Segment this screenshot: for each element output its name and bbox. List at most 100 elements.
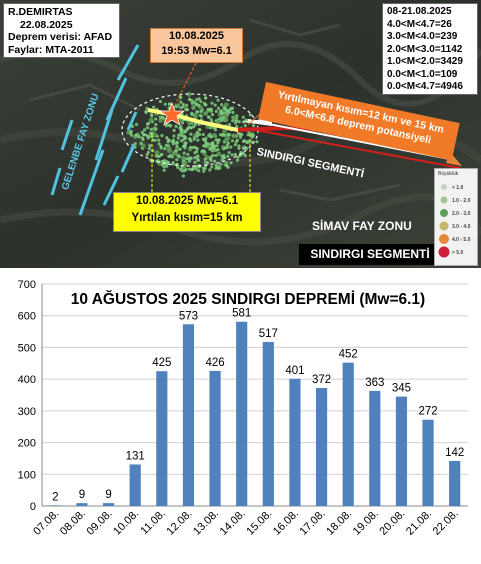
aftershock-dot: [201, 166, 205, 170]
aftershock-dot: [160, 134, 164, 138]
aftershock-dot: [148, 144, 152, 148]
aftershock-dot: [189, 132, 193, 136]
daily-counts-chart: 0 100 200 300 400 500 600 700 2 9 9 131 425 573 426 58…: [0, 268, 481, 559]
aftershock-dot: [179, 131, 183, 135]
aftershock-dot: [203, 111, 208, 116]
legend-swatch: [438, 246, 450, 258]
bar: [369, 390, 381, 506]
aftershock-dot: [216, 165, 220, 169]
aftershock-dot: [235, 119, 239, 123]
aftershock-dot: [186, 157, 190, 161]
aftershock-dot: [134, 133, 138, 137]
aftershock-dot: [227, 122, 232, 127]
aftershock-dot: [182, 161, 188, 167]
aftershock-dot: [210, 113, 215, 117]
y-tick-label: 700: [18, 279, 36, 291]
bar-value-label: 2: [52, 491, 58, 503]
aftershock-dot: [157, 138, 161, 142]
aftershock-dot: [180, 139, 184, 143]
aftershock-dot: [216, 106, 221, 110]
aftershock-dot: [145, 133, 149, 138]
aftershock-dot: [209, 118, 213, 122]
aftershock-dot: [203, 157, 207, 161]
data-source-text: Deprem verisi: AFAD: [8, 31, 113, 43]
aftershock-dot: [185, 108, 189, 112]
aftershock-dot: [194, 164, 198, 169]
aftershock-dot: [237, 144, 241, 148]
bar-value-label: 581: [232, 308, 251, 320]
magnitude-legend: Büyüklük < 1.0 1.0 - 2.0 2.0 - 3.0 3.0 - 4.…: [434, 168, 478, 266]
aftershock-dot: [129, 133, 133, 137]
epicenter-map: R.DEMIRTAS 22.08.2025 Deprem verisi: AFA…: [0, 0, 481, 268]
aftershock-dot: [213, 159, 217, 163]
aftershock-dot: [175, 140, 179, 144]
aftershock-dot: [223, 117, 229, 123]
aftershock-dot: [202, 149, 206, 153]
aftershock-dot: [246, 133, 250, 137]
aftershock-dot: [179, 100, 183, 104]
aftershock-dot: [146, 150, 150, 154]
rupture-line1: 10.08.2025 Mw=6.1: [136, 195, 238, 207]
legend-label: 4.0 - 5.0: [452, 237, 471, 243]
aftershock-dot: [145, 106, 149, 111]
aftershock-dot: [207, 115, 211, 119]
aftershock-dot: [188, 137, 192, 141]
legend-swatch: [440, 209, 448, 217]
aftershock-dot: [185, 103, 189, 107]
bar-value-label: 363: [365, 377, 384, 389]
aftershock-dot: [225, 108, 229, 112]
aftershock-dot: [233, 152, 237, 157]
bar: [76, 503, 88, 506]
aftershock-dot: [129, 130, 133, 135]
aftershock-dot: [161, 116, 165, 120]
aftershock-dot: [172, 128, 176, 132]
aftershock-dot: [223, 113, 229, 119]
aftershock-dot: [229, 161, 233, 165]
aftershock-dot: [227, 133, 231, 137]
main-shock-label: 10.08.2025 19:53 Mw=6.1: [150, 28, 243, 63]
main-shock-star-icon: [158, 101, 186, 126]
aftershock-dot: [193, 160, 197, 164]
aftershock-dot: [216, 98, 220, 102]
y-tick-label: 0: [30, 501, 36, 513]
aftershock-dot: [184, 136, 188, 140]
aftershock-dot: [216, 138, 220, 142]
y-tick-label: 400: [18, 374, 36, 386]
aftershock-dot: [149, 131, 153, 135]
aftershock-dot: [176, 165, 180, 169]
aftershock-dot: [162, 168, 166, 172]
aftershock-dot: [152, 105, 156, 109]
aftershock-dot: [222, 128, 228, 134]
bar: [262, 342, 274, 506]
aftershock-dot: [195, 134, 199, 138]
rupture-line2: Yırtılan kısım=15 km: [131, 212, 243, 224]
aftershock-dot: [187, 159, 191, 163]
y-axis-ticks: 0 100 200 300 400 500 600 700: [18, 279, 36, 513]
magnitude-stats-box: 08-21.08.2025 4.0<M<4.7=26 3.0<M<4.0=239…: [382, 3, 478, 95]
legend-title: Büyüklük: [438, 171, 459, 177]
aftershock-dot: [194, 102, 198, 106]
legend-label: 1.0 - 2.0: [452, 198, 471, 204]
aftershock-dot: [154, 127, 158, 131]
bar: [315, 388, 328, 506]
sindirgi-segment-box: SINDIRGI SEGMENTİ: [299, 244, 441, 265]
aftershock-dot: [211, 146, 215, 150]
bar-value-label: 452: [339, 349, 358, 361]
aftershock-dot: [243, 154, 247, 158]
aftershock-dot: [149, 127, 153, 131]
aftershock-dot: [134, 122, 139, 127]
bar: [156, 371, 168, 506]
aftershock-dot: [237, 146, 241, 150]
aftershock-dot: [220, 118, 224, 123]
aftershock-dot: [201, 132, 205, 137]
bar: [129, 464, 141, 506]
aftershock-dot: [230, 153, 234, 157]
aftershock-dot: [209, 155, 213, 159]
aftershock-dot: [241, 115, 245, 119]
aftershock-dot: [163, 102, 167, 106]
bar: [49, 505, 61, 506]
aftershock-dot: [181, 105, 185, 109]
aftershock-dot: [214, 148, 218, 152]
aftershock-dot: [163, 147, 167, 151]
bar: [395, 396, 408, 506]
